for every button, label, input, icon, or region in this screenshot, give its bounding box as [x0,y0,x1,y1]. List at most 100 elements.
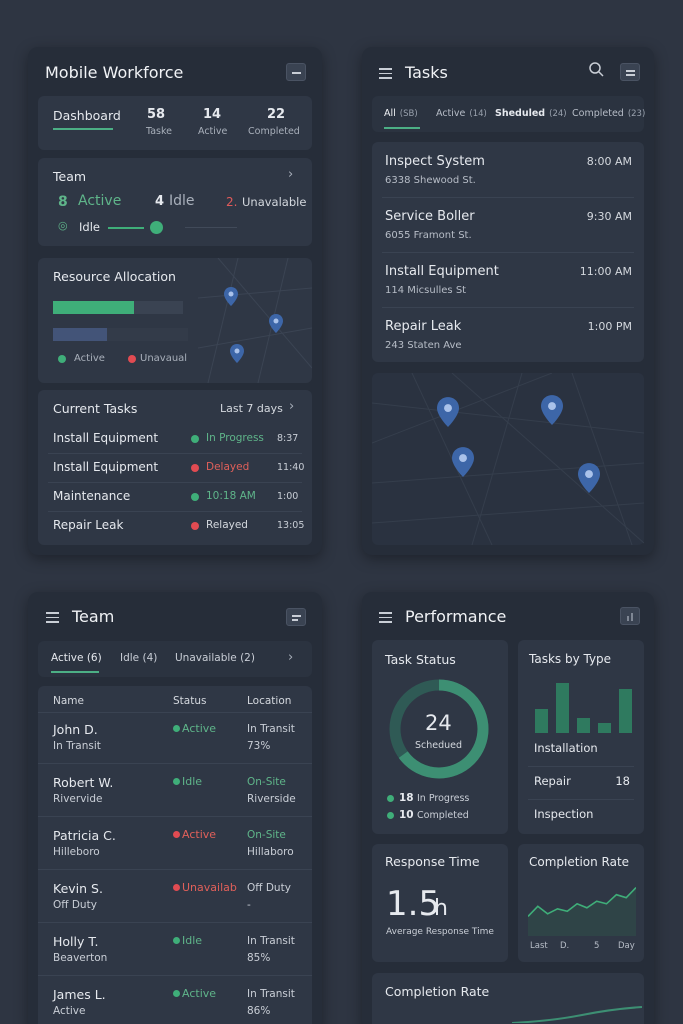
tasks-by-type-card: Tasks by Type Installation Repair 18 Inspec… [518,640,644,834]
task-status: Relayed [206,519,248,531]
task-list-item[interactable] [372,142,644,197]
row-divider [48,482,302,483]
map-pin-icon[interactable] [230,344,244,363]
task-list-item[interactable] [372,197,644,252]
member-location-detail: Riverside [247,793,296,805]
tab-completed[interactable]: Completed (23) [572,108,645,119]
page-title: Performance [405,607,507,626]
map-pin-icon[interactable] [437,397,459,427]
map-pin-icon[interactable] [452,447,474,477]
row-divider [382,252,634,253]
status-dot [191,464,199,472]
unavail-team-label: Unavalable [242,195,307,209]
task-item-address: 6338 Shewood St. [385,175,476,186]
chevron-right-icon[interactable]: › [288,650,294,665]
tab-sheduled[interactable]: Sheduled (24) [495,108,567,119]
chevron-right-icon[interactable]: › [289,399,295,414]
task-name[interactable]: Install Equipment [53,460,159,474]
menu-icon[interactable] [46,612,59,623]
active-tab-underline [51,671,99,673]
idle-status-icon: ◎ [58,219,68,232]
legend-value: 18 [399,792,414,804]
member-location-detail: 85% [247,952,271,964]
mini-map[interactable] [198,258,312,383]
tasks-count: 58 [147,107,166,122]
completion-rate-card: Completion Rate Last D. 5 Day [518,844,644,962]
completion2-title: Completion Rate [385,984,490,999]
team-card[interactable]: Team › 8 Active 4 Idle 2. Unavalable ◎ I… [38,158,312,246]
row-divider [48,511,302,512]
team-label: Team [53,169,87,184]
filter-button[interactable] [286,608,306,626]
status-dot [173,937,180,944]
completion-rate-card-2: Completion Rate [372,973,644,1024]
member-name: Holly T. [53,934,99,949]
member-location-detail: - [247,899,251,911]
member-status: Active [182,828,217,841]
range-select[interactable]: Last 7 days [220,402,283,415]
status-dot [173,725,180,732]
task-name[interactable]: Install Equipment [53,431,159,445]
type-row-label: Repair [534,774,571,788]
task-item-name: Install Equipment [385,264,499,279]
task-item-name: Repair Leak [385,319,462,334]
unavail-legend-label: Unavaual [140,353,188,364]
tab-all[interactable]: All (SB) [384,108,418,119]
map-pin-icon[interactable] [541,395,563,425]
tasks-label: Taske [146,126,173,137]
unavail-team-count: 2. [226,195,238,209]
task-item-time: 11:00 AM [579,265,632,278]
legend-dot [387,812,394,819]
tab-label: Sheduled [495,108,546,119]
task-status-donut [389,679,489,779]
member-name: Robert W. [53,775,114,790]
tasks-map[interactable] [372,373,644,545]
menu-icon[interactable] [379,612,392,623]
idle-slider-handle[interactable] [150,221,163,234]
task-item-address: 6055 Framont St. [385,230,472,241]
tab-dashboard[interactable]: Dashboard [53,108,121,123]
completion2-line [512,1006,642,1023]
tab-team-0[interactable]: Active (6) [51,652,102,664]
type-bar [598,723,611,733]
member-name: Kevin S. [53,881,103,896]
type-bar [619,689,632,733]
resource-card: Resource Allocation Active Unavaual [38,258,312,383]
tab-label: Completed [572,108,624,119]
tab-count: (23) [627,109,646,119]
chevron-right-icon[interactable]: › [288,167,294,182]
chart-button[interactable] [620,607,640,625]
tab-active[interactable]: Active (14) [436,108,487,119]
minimize-button[interactable] [286,63,306,81]
axis-label: Day [618,941,635,951]
row-divider [382,197,634,198]
filter-button[interactable] [620,63,640,81]
task-status-title: Task Status [385,652,456,667]
active-legend-dot [58,355,66,363]
legend-label: In Progress [417,793,470,804]
tab-underline [53,128,113,130]
tab-team-2[interactable]: Unavailable (2) [175,652,255,664]
status-dot [173,831,180,838]
tasks-screen: Tasks All (SB) Active (14) Sheduled (24) Compl… [362,47,654,555]
member-status: Active [182,987,217,1000]
current-tasks-card: Current Tasks Last 7 days › Install Equi… [38,390,312,545]
task-item-name: Service Boller [385,209,475,224]
map-pin-icon[interactable] [269,314,283,333]
task-name[interactable]: Maintenance [53,489,131,503]
member-name: John D. [53,722,98,737]
tab-team-1[interactable]: Idle (4) [120,652,158,664]
row-divider [528,799,634,800]
task-list-item[interactable] [372,252,644,307]
active-label: Active [198,126,228,137]
legend-value: 10 [399,809,414,821]
task-name[interactable]: Repair Leak [53,518,124,532]
map-pin-icon[interactable] [578,463,600,493]
search-icon[interactable] [589,62,604,77]
task-list-item[interactable] [372,307,644,362]
response-caption: Average Response Time [386,927,494,937]
row-divider [528,766,634,767]
member-name: Patricia C. [53,828,116,843]
map-pin-icon[interactable] [224,287,238,306]
menu-icon[interactable] [379,68,392,79]
